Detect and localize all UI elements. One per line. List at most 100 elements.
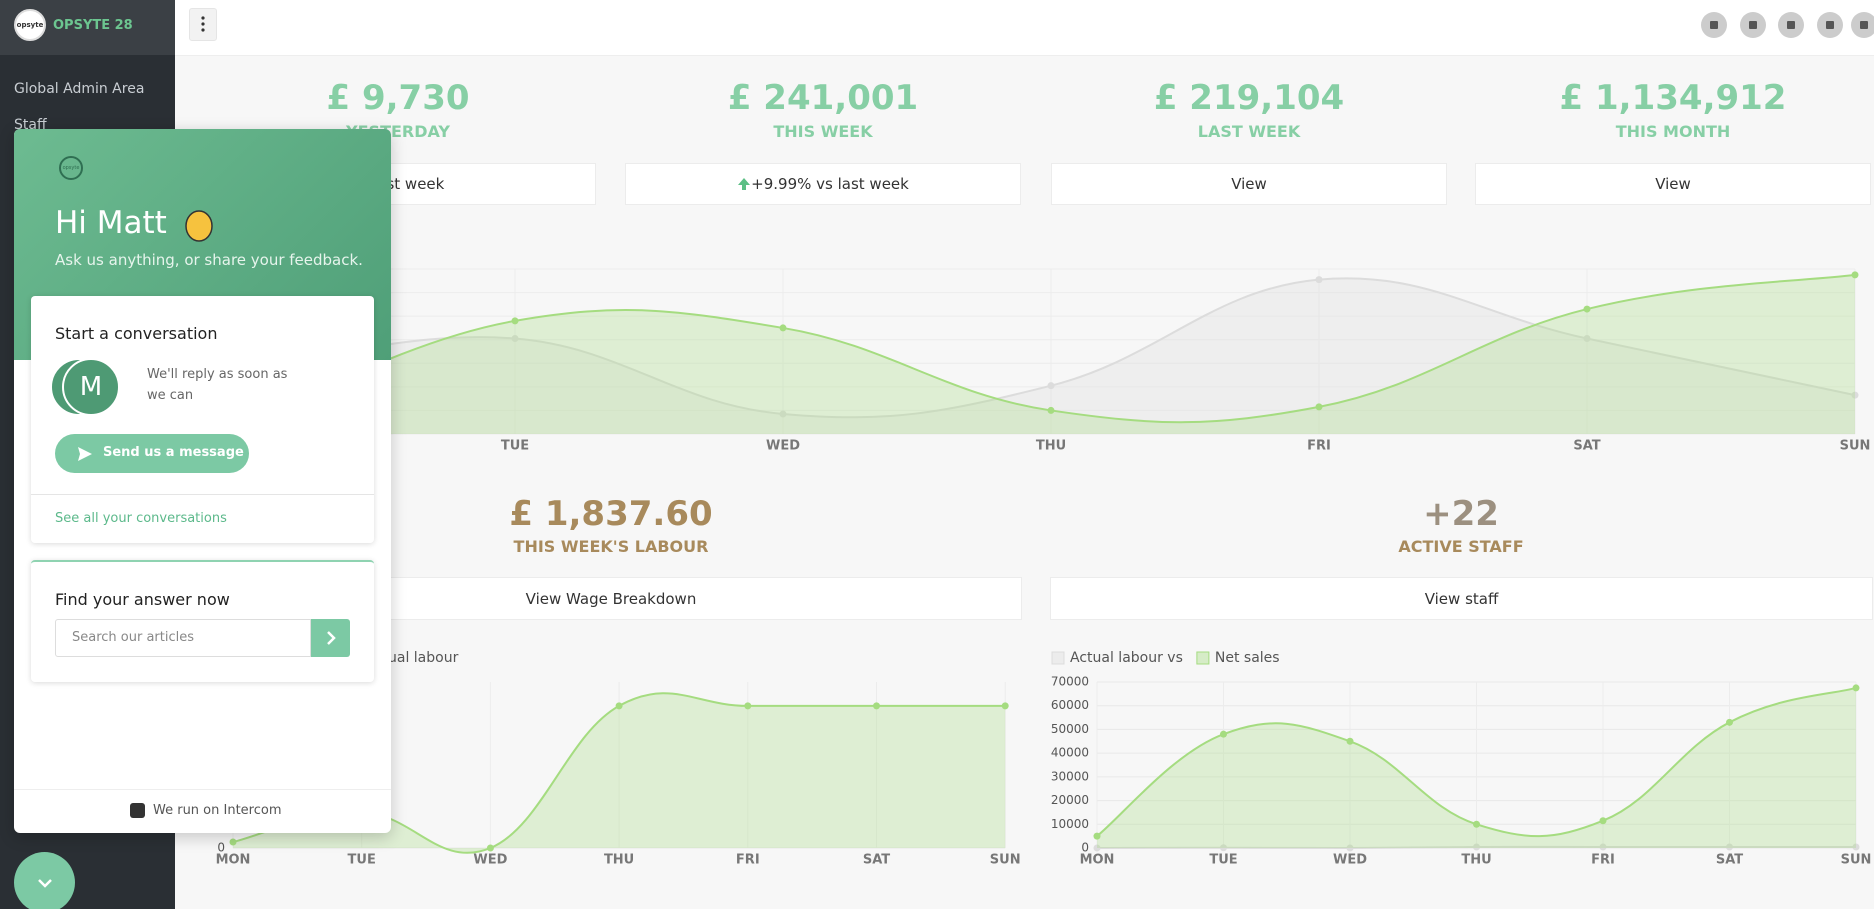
icon: [1826, 21, 1834, 29]
kpi-button[interactable]: +9.99% vs last week: [625, 163, 1021, 205]
point: [1851, 271, 1859, 279]
point: [1220, 730, 1227, 738]
arrow: [738, 178, 751, 190]
top-icon[interactable]: [1701, 12, 1727, 38]
x-tick-label: SUN: [990, 853, 1021, 868]
glyph: [1826, 21, 1834, 29]
kpi-label: ACTIVE STAFF: [1398, 537, 1524, 556]
legend-text: ual labour: [388, 650, 459, 666]
launcher-icon: [38, 879, 52, 888]
point: [1583, 305, 1591, 313]
point: [1473, 843, 1480, 851]
legend-label: Actual labour vs: [1070, 650, 1183, 666]
point: [615, 702, 623, 710]
x-tick-label: THU: [1036, 439, 1066, 454]
point: [1047, 406, 1055, 414]
search-button[interactable]: [311, 619, 350, 657]
point: [1599, 843, 1607, 851]
y-tick-label: 30000: [1051, 769, 1089, 783]
kpi-label: THIS MONTH: [1615, 122, 1731, 141]
divider: [31, 494, 374, 495]
launcher[interactable]: [14, 852, 75, 909]
x-tick-label: THU: [1461, 853, 1491, 868]
series-area: [1097, 687, 1856, 848]
point: [1315, 403, 1323, 411]
chevron: [327, 631, 336, 645]
legend-swatch: [1196, 651, 1210, 665]
x-tick-label: TUE: [1209, 853, 1237, 868]
greeting: Hi Matt: [55, 205, 167, 241]
top-bar: [175, 0, 1874, 56]
kpi-label: THIS WEEK'S LABOUR: [513, 537, 709, 556]
y-tick-label: 10000: [1051, 817, 1089, 831]
widget-logo: opsyte: [59, 156, 83, 180]
button-text: View staff: [1424, 589, 1499, 608]
kpi-value: +22: [1423, 494, 1499, 534]
point: [1346, 844, 1354, 852]
point: [1726, 718, 1733, 726]
point: [511, 317, 519, 325]
point: [1315, 276, 1323, 284]
search-input[interactable]: Search our articles: [55, 619, 311, 657]
card-title: Start a conversation: [55, 324, 218, 343]
kpi-button[interactable]: View staff: [1050, 577, 1873, 620]
icon: [1787, 21, 1795, 29]
x-tick-label: SAT: [1573, 439, 1600, 454]
kpi-button[interactable]: View: [1475, 163, 1871, 205]
button-text: +9.99% vs last week: [751, 175, 909, 193]
point: [779, 324, 787, 332]
point: [1852, 843, 1860, 851]
x-tick-label: MON: [1080, 853, 1115, 868]
kpi-button[interactable]: View: [1051, 163, 1447, 205]
legend-swatch: [1051, 651, 1065, 665]
footer-text: We run on Intercom: [153, 803, 282, 818]
kpi-value: £ 241,001: [727, 78, 919, 118]
button-text: View Wage Breakdown: [525, 589, 697, 608]
point: [1346, 737, 1354, 745]
point: [1220, 844, 1227, 852]
dot: [201, 28, 205, 32]
x-tick-label: TUE: [501, 439, 529, 454]
glyph: [1860, 21, 1868, 29]
button-text: View: [1655, 175, 1691, 193]
x-tick-label: SAT: [863, 853, 890, 868]
y-tick-label: 0: [217, 841, 225, 855]
footer-bar: [14, 789, 391, 833]
point: [873, 702, 880, 710]
send-button[interactable]: Send us a message: [55, 434, 249, 473]
top-icon[interactable]: [1817, 12, 1843, 38]
reply-note: We'll reply as soon as: [147, 367, 288, 382]
avatar: M: [62, 358, 120, 416]
point: [1583, 335, 1591, 343]
x-tick-label: WED: [766, 439, 800, 454]
kpi-value: £ 219,104: [1153, 78, 1345, 118]
see-all[interactable]: See all your conversations: [55, 511, 227, 526]
top-icon[interactable]: [1851, 12, 1874, 38]
point: [1726, 843, 1733, 851]
series-area: [247, 278, 1855, 434]
x-tick-label: MON: [216, 853, 251, 868]
card-title: Find your answer now: [55, 590, 230, 609]
point: [1473, 820, 1480, 828]
y-tick-label: 70000: [1051, 675, 1089, 689]
dot: [201, 16, 205, 20]
menu-icon: [201, 16, 205, 32]
x-tick-label: SUN: [1841, 853, 1872, 868]
top-icon[interactable]: [1778, 12, 1804, 38]
point: [744, 702, 752, 710]
menu-button[interactable]: [189, 8, 217, 41]
point: [1599, 817, 1607, 825]
series-area: [233, 693, 1006, 853]
point: [1001, 702, 1009, 710]
y-tick-label: 50000: [1051, 722, 1089, 736]
hand: [185, 210, 213, 242]
menu-item[interactable]: Global Admin Area: [14, 81, 145, 97]
icon: [1710, 21, 1718, 29]
glyph: [1787, 21, 1795, 29]
point: [1852, 684, 1860, 692]
chevron-path: [327, 631, 336, 645]
top-icon[interactable]: [1740, 12, 1766, 38]
logo: opsyte: [14, 9, 46, 41]
